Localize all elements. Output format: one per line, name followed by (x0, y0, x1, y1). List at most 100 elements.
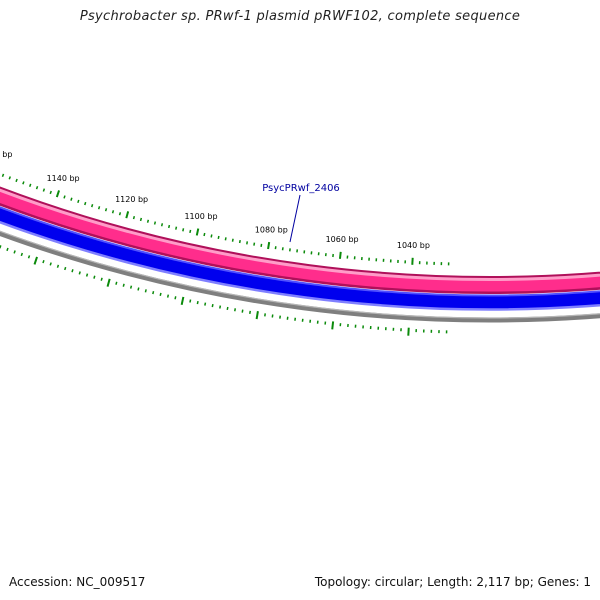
tick-minor-inner (144, 289, 147, 293)
tick-minor-outer (118, 212, 122, 216)
tick-minor-outer (153, 221, 157, 225)
tick-minor-outer (42, 188, 46, 192)
tick-minor-outer (8, 176, 12, 180)
tick-minor-inner (159, 292, 162, 297)
gc-track-highlight (0, 220, 600, 311)
tick-minor-inner (49, 262, 52, 266)
tick-minor-inner (115, 281, 118, 285)
tick-minor-outer (175, 226, 178, 230)
tick-label: 1120 bp (115, 195, 148, 204)
tick-minor-inner (211, 303, 214, 308)
tick-minor-outer (238, 239, 241, 244)
tick-minor-outer (231, 238, 234, 242)
tick-major-outer (55, 190, 60, 198)
tick-group (0, 173, 450, 336)
tick-minor-outer (104, 208, 108, 212)
tick-minor-outer (182, 228, 185, 232)
tick-major-inner (331, 321, 335, 330)
tick-minor-outer (84, 201, 87, 206)
tick-minor-outer (189, 229, 192, 234)
topology-summary: Topology: circular; Length: 2,117 bp; Ge… (314, 575, 591, 589)
tick-minor-inner (122, 283, 125, 287)
tick-minor-inner (226, 306, 229, 311)
tick-minor-inner (241, 309, 244, 313)
tick-minor-outer (70, 197, 73, 201)
tick-major-outer (195, 228, 200, 236)
tick-minor-outer (97, 206, 101, 210)
tick-minor-inner (219, 305, 222, 309)
gene-label: PsycPRwf_2406 (262, 183, 340, 194)
tick-minor-inner (196, 300, 199, 305)
tick-minor-inner (137, 287, 140, 291)
tick-minor-outer (224, 237, 227, 241)
tick-minor-outer (22, 181, 25, 185)
tick-minor-inner (85, 273, 89, 277)
tick-minor-inner (78, 271, 81, 275)
tick-minor-inner (56, 264, 60, 268)
tick-minor-inner (234, 308, 237, 312)
tick-label: 1100 bp (184, 212, 217, 221)
tick-minor-outer (217, 235, 220, 240)
gene-label-leader (289, 194, 301, 243)
tick-minor-inner (64, 266, 67, 271)
tick-minor-outer (139, 217, 143, 222)
tick-minor-outer (253, 242, 256, 246)
tick-minor-outer (260, 243, 263, 247)
tick-minor-outer (15, 178, 18, 183)
tick-label: 1160 bp (0, 150, 12, 159)
tick-minor-outer (146, 219, 150, 223)
tick-minor-inner (174, 296, 177, 300)
tick-label: 1080 bp (255, 225, 288, 234)
tick-label: 1060 bp (326, 235, 359, 244)
tick-minor-inner (93, 275, 96, 279)
tick-minor-outer (29, 183, 32, 187)
map-title: Psychrobacter sp. PRwf-1 plasmid pRWF102… (79, 9, 521, 24)
tick-major-inner (180, 296, 185, 306)
tick-minor-inner (20, 252, 24, 257)
gc-track-inner-edge (0, 206, 600, 297)
tick-minor-outer (49, 190, 52, 195)
tick-minor-inner (42, 259, 45, 264)
gene-annotation-group: PsycPRwf_2406 (262, 183, 340, 243)
gene-track-highlight (0, 188, 600, 281)
backbone-highlight (0, 230, 600, 319)
tick-label: 1140 bp (47, 174, 80, 183)
tick-minor-outer (1, 173, 5, 178)
tick-minor-outer (63, 195, 66, 199)
tick-minor-inner (189, 299, 192, 303)
tick-minor-inner (27, 255, 31, 259)
track-group (0, 186, 600, 323)
tick-major-outer (125, 211, 130, 219)
tick-minor-inner (13, 250, 16, 254)
tick-major-inner (33, 256, 38, 265)
gene-track (0, 189, 600, 292)
tick-minor-outer (111, 210, 115, 214)
gc-track (0, 206, 600, 310)
tick-minor-inner (152, 290, 155, 295)
tick-minor-inner (0, 245, 2, 249)
tick-minor-outer (167, 224, 171, 229)
tick-minor-outer (35, 186, 39, 190)
tick-minor-outer (160, 223, 164, 227)
tick-minor-inner (6, 247, 9, 252)
tick-minor-inner (129, 285, 133, 289)
tick-label: 1040 bp (397, 241, 430, 250)
tick-major-outer (338, 251, 342, 259)
tick-minor-outer (203, 232, 206, 237)
backbone-ring (0, 230, 600, 323)
tick-major-inner (106, 278, 111, 287)
accession-label: Accession: NC_009517 (9, 575, 146, 589)
tick-minor-outer (77, 199, 80, 204)
tick-minor-inner (166, 294, 170, 298)
tick-minor-inner (249, 310, 251, 314)
tick-minor-outer (246, 241, 249, 245)
tick-minor-inner (100, 277, 103, 281)
tick-major-inner (255, 311, 259, 320)
tick-minor-outer (210, 234, 213, 238)
tick-minor-outer (91, 204, 94, 208)
tick-major-outer (267, 241, 271, 250)
tick-minor-inner (71, 269, 74, 273)
tick-minor-inner (204, 302, 207, 306)
